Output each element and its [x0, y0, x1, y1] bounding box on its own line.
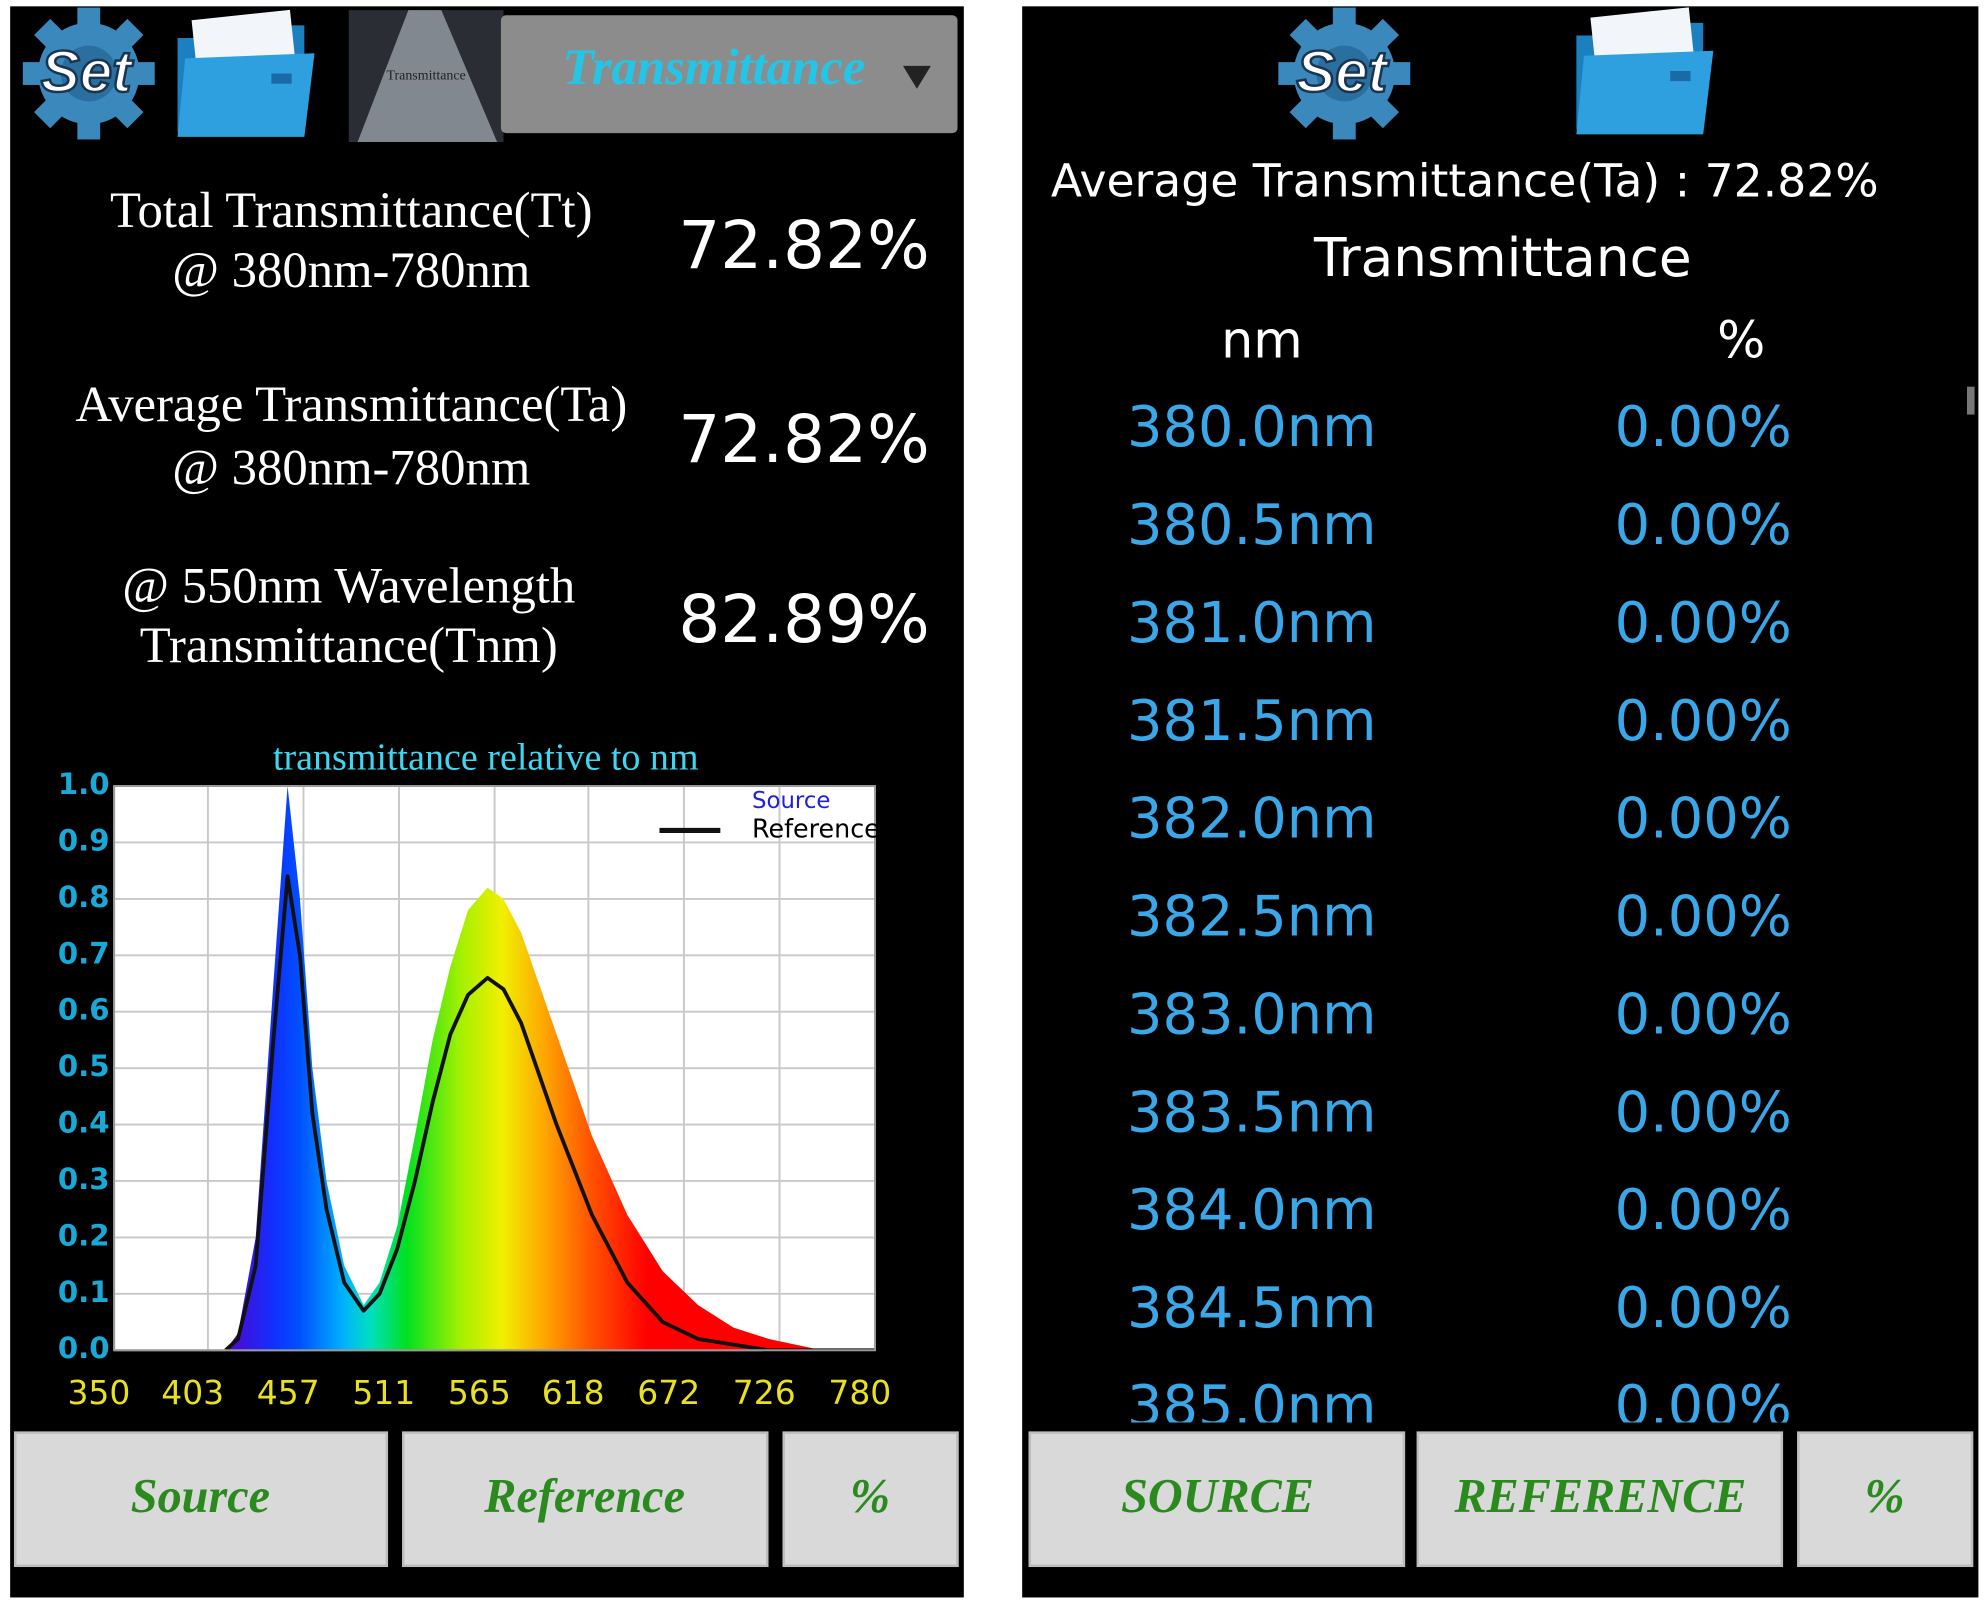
- button-label[interactable]: SOURCE: [1121, 1470, 1314, 1523]
- row-percent: 0.00%: [1615, 1374, 1792, 1439]
- right-screen-background: [1022, 6, 1979, 1598]
- button-label[interactable]: %: [850, 1470, 890, 1523]
- thumbnail[interactable]: Transmittance: [348, 10, 504, 142]
- y-tick-label: 0.4: [58, 1106, 110, 1140]
- button[interactable]: Source: [13, 1431, 389, 1568]
- metric-label: Transmittance(Tnm): [140, 617, 558, 673]
- button[interactable]: %: [1797, 1431, 1974, 1568]
- row-percent: 0.00%: [1615, 787, 1792, 852]
- button-label[interactable]: %: [1864, 1470, 1904, 1523]
- row-wavelength: 381.5nm: [1127, 689, 1376, 754]
- y-tick-label: 1.0: [58, 767, 110, 801]
- y-tick-label: 0.0: [58, 1331, 110, 1365]
- set-label[interactable]: Set: [1295, 38, 1391, 106]
- row-wavelength: 383.0nm: [1127, 982, 1376, 1047]
- button[interactable]: Reference: [402, 1431, 769, 1568]
- row-percent: 0.00%: [1615, 1276, 1792, 1341]
- metric-label: Total Transmittance(Tt): [110, 182, 593, 238]
- y-tick-label: 0.2: [58, 1218, 110, 1252]
- dropdown-label[interactable]: Transmittance: [563, 39, 866, 95]
- x-tick-label: 403: [161, 1373, 224, 1412]
- metric-value: 72.82%: [678, 207, 929, 284]
- row-percent: 0.00%: [1615, 591, 1792, 656]
- row-percent: 0.00%: [1615, 1178, 1792, 1243]
- y-tick-label: 0.3: [58, 1162, 110, 1196]
- row-percent: 0.00%: [1615, 982, 1792, 1047]
- reference-line: [224, 874, 876, 1353]
- x-tick-label: 350: [67, 1373, 130, 1412]
- summary: Average Transmittance(Ta) : 72.82%: [1051, 154, 1879, 207]
- column-header: %: [1717, 311, 1765, 370]
- row-wavelength: 384.5nm: [1127, 1276, 1376, 1341]
- folder-button[interactable]: [177, 9, 315, 137]
- row-percent: 0.00%: [1615, 689, 1792, 754]
- thumbnail-label: Transmittance: [386, 68, 465, 83]
- button-label[interactable]: REFERENCE: [1454, 1470, 1747, 1523]
- row-wavelength: 384.0nm: [1127, 1178, 1376, 1243]
- set-button[interactable]: Set: [1278, 7, 1411, 140]
- x-tick-label: 618: [542, 1373, 605, 1412]
- right-screen: Set Average Transmittance(Ta) : 72.82% T…: [1022, 6, 1979, 1598]
- metric-label: Average Transmittance(Ta): [75, 376, 627, 432]
- source-area: [225, 786, 876, 1351]
- y-tick-label: 0.7: [58, 936, 110, 970]
- row-percent: 0.00%: [1615, 493, 1792, 558]
- legend-label: Source: [752, 788, 830, 814]
- metric-value: 72.82%: [678, 401, 929, 478]
- folder-button[interactable]: [1576, 7, 1714, 135]
- set-button[interactable]: Set: [22, 7, 155, 140]
- scrollbar: [1966, 386, 1975, 415]
- plot-frame: [113, 785, 877, 1352]
- metric-label: @ 380nm-780nm: [172, 440, 530, 496]
- left-screen: Set Transmittance Transmittance Total Tr…: [10, 6, 964, 1598]
- row-percent: 0.00%: [1615, 885, 1792, 950]
- y-tick-label: 0.8: [58, 880, 110, 914]
- button[interactable]: SOURCE: [1028, 1431, 1406, 1568]
- row-percent: 0.00%: [1615, 395, 1792, 460]
- y-tick-label: 0.5: [58, 1049, 110, 1083]
- x-tick-label: 672: [637, 1373, 700, 1412]
- button-label[interactable]: Reference: [483, 1470, 685, 1523]
- row-wavelength: 380.5nm: [1127, 493, 1376, 558]
- x-tick-label: 726: [733, 1373, 796, 1412]
- x-tick-label: 780: [828, 1373, 891, 1412]
- row-wavelength: 385.0nm: [1127, 1374, 1376, 1439]
- metric-value: 82.89%: [678, 581, 929, 658]
- table-rows: 380.0nm 0.00% 380.5nm 0.00% 381.0nm 0.00% 381.…: [1127, 395, 1792, 1439]
- row-wavelength: 381.0nm: [1127, 591, 1376, 656]
- row-wavelength: 382.0nm: [1127, 787, 1376, 852]
- row-percent: 0.00%: [1615, 1080, 1792, 1145]
- metric-label: @ 380nm-780nm: [172, 242, 530, 298]
- table-title: Transmittance: [1313, 227, 1692, 289]
- column-header: nm: [1221, 311, 1303, 370]
- y-tick-label: 0.9: [58, 823, 110, 857]
- chart-title: transmittance relative to nm: [273, 736, 699, 778]
- button[interactable]: REFERENCE: [1416, 1431, 1784, 1568]
- button-label[interactable]: Source: [131, 1470, 270, 1523]
- chart: transmittance relative to nm 0.0 0.1 0.2 0.…: [58, 736, 891, 1412]
- row-wavelength: 382.5nm: [1127, 885, 1376, 950]
- x-tick-label: 511: [352, 1373, 415, 1412]
- button[interactable]: %: [782, 1431, 959, 1568]
- y-tick-label: 0.6: [58, 993, 110, 1027]
- dropdown[interactable]: Transmittance: [500, 15, 958, 134]
- legend-label: Reference: [752, 813, 880, 843]
- x-tick-label: 565: [448, 1373, 511, 1412]
- row-wavelength: 380.0nm: [1127, 395, 1376, 460]
- y-tick-label: 0.1: [58, 1275, 110, 1309]
- x-tick-label: 457: [257, 1373, 320, 1412]
- set-label[interactable]: Set: [40, 38, 136, 106]
- metric-label: @ 550nm Wavelength: [122, 557, 575, 613]
- row-wavelength: 383.5nm: [1127, 1080, 1376, 1145]
